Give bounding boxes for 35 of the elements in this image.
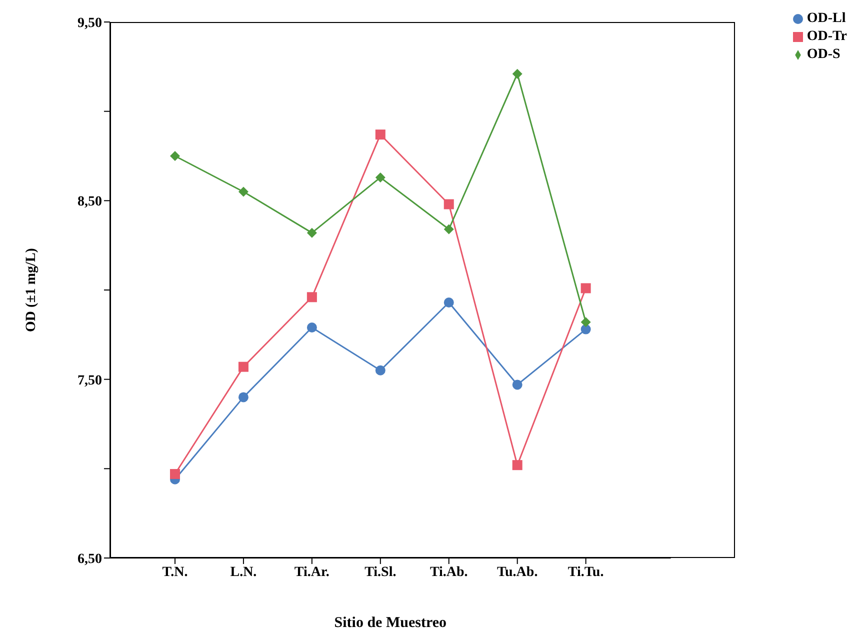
legend-label: OD-Ll [806,11,846,26]
x-tick-label: L.N. [230,564,257,580]
y-tick-label: 6,50 [78,552,102,567]
x-tick-label: T.N. [162,564,188,580]
point [375,172,386,182]
point [512,460,522,470]
point [170,469,180,480]
x-tick-label: Ti.Ab. [430,564,468,580]
y-axis-title: OD (±1 mg/L) [24,248,39,332]
point [512,68,522,79]
point [238,392,248,402]
point [444,224,454,234]
point [238,186,248,197]
point [512,380,522,390]
y-tick-label: 9,50 [78,16,102,31]
point [444,298,454,308]
y-tick-label: 7,50 [78,373,102,388]
legend-label: OD-S [806,47,840,62]
point [375,130,386,140]
point [580,317,591,328]
y-tick-label: 8,50 [78,194,102,210]
point [170,151,180,161]
legend-label: OD-Tr [806,29,847,44]
point [306,228,317,238]
point [444,199,454,210]
point [375,365,386,376]
point [238,362,248,372]
x-axis-title: Sitio de Muestreo [334,615,447,631]
x-tick-label: Ti.Tu. [568,564,604,580]
point [580,283,591,294]
x-tick-label: Ti.Sl. [364,564,396,580]
x-tick-label: Tu.Ab. [496,564,538,580]
point [306,292,317,302]
point [306,322,317,333]
x-tick-label: Ti.Ar. [294,564,330,580]
